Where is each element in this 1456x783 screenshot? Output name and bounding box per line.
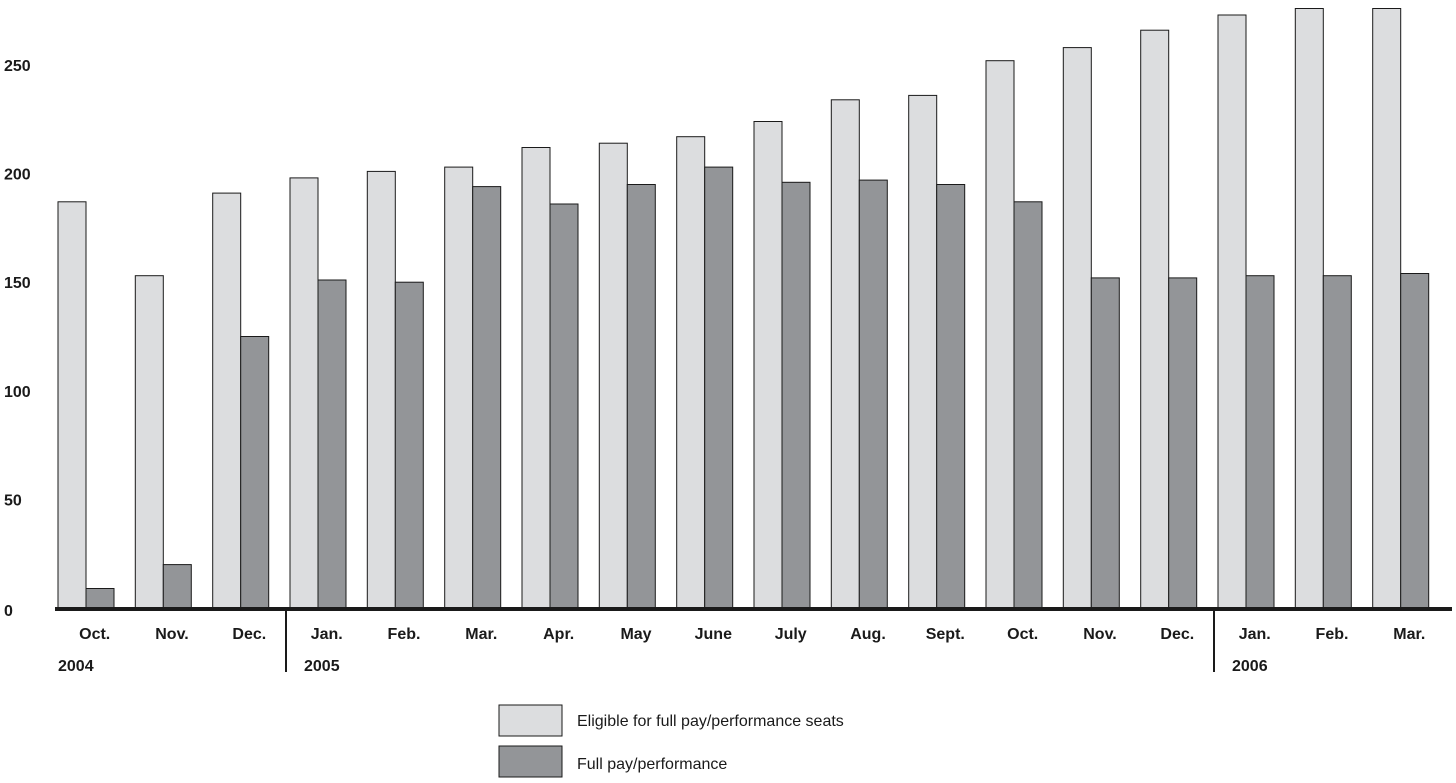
y-tick-label-0: 0 (4, 603, 13, 620)
legend-item-full-pay: Full pay/performance (498, 745, 727, 778)
year-label-2: 2006 (1232, 658, 1268, 675)
x-tick-label-8: June (695, 626, 732, 643)
x-tick-label-17: Mar. (1393, 626, 1425, 643)
labels-layer: Oct. Nov. Dec. Jan. Feb. Mar. Apr. May June July A… (4, 58, 1425, 675)
axis-layer (55, 607, 1452, 672)
legend-swatch-eligible (498, 704, 563, 737)
bar-eligible-15 (1217, 14, 1247, 609)
legend-swatch-full-pay (498, 745, 563, 778)
bar-eligible-13 (1062, 47, 1092, 609)
bar-eligible-0 (57, 201, 87, 609)
bar-eligible-14 (1140, 29, 1170, 609)
bar-eligible-16 (1294, 8, 1324, 609)
x-tick-label-11: Sept. (926, 626, 965, 643)
x-tick-label-1: Nov. (155, 626, 188, 643)
legend: Eligible for full pay/performance seats … (498, 704, 844, 778)
y-tick-label-1: 50 (4, 492, 22, 509)
bar-full-pay-13 (1090, 277, 1120, 609)
bar-eligible-9 (753, 121, 783, 609)
x-tick-label-2: Dec. (232, 626, 266, 643)
x-tick-label-15: Jan. (1239, 626, 1271, 643)
y-tick-label-2: 100 (4, 384, 31, 401)
bars-layer (57, 8, 1430, 609)
x-tick-label-16: Feb. (1316, 626, 1349, 643)
x-tick-label-12: Oct. (1007, 626, 1038, 643)
legend-label-eligible: Eligible for full pay/performance seats (577, 713, 844, 730)
bar-eligible-6 (521, 147, 551, 609)
bar-full-pay-1 (162, 564, 192, 609)
bar-full-pay-17 (1400, 273, 1430, 609)
x-tick-label-13: Nov. (1083, 626, 1116, 643)
bar-eligible-5 (444, 166, 474, 609)
bar-eligible-7 (598, 142, 628, 609)
x-tick-label-4: Feb. (388, 626, 421, 643)
bar-full-pay-0 (85, 588, 115, 609)
y-tick-label-3: 150 (4, 275, 31, 292)
bar-full-pay-12 (1013, 201, 1043, 609)
x-tick-label-9: July (775, 626, 807, 643)
bar-eligible-2 (212, 192, 242, 609)
y-tick-label-5: 250 (4, 58, 31, 75)
bar-eligible-1 (134, 275, 164, 609)
x-tick-label-5: Mar. (465, 626, 497, 643)
bar-eligible-8 (676, 136, 706, 609)
bar-full-pay-5 (472, 186, 502, 609)
bar-eligible-11 (908, 94, 938, 609)
bar-full-pay-7 (626, 184, 656, 609)
bar-full-pay-16 (1322, 275, 1352, 609)
x-tick-label-7: May (620, 626, 651, 643)
bar-full-pay-15 (1245, 275, 1275, 609)
x-tick-label-0: Oct. (79, 626, 110, 643)
bar-full-pay-6 (549, 203, 579, 609)
bar-eligible-12 (985, 60, 1015, 609)
bar-full-pay-9 (781, 181, 811, 609)
bar-eligible-3 (289, 177, 319, 609)
bar-eligible-10 (830, 99, 860, 609)
x-tick-label-6: Apr. (543, 626, 574, 643)
x-tick-label-3: Jan. (311, 626, 343, 643)
x-tick-label-10: Aug. (850, 626, 886, 643)
bar-full-pay-8 (704, 166, 734, 609)
bar-full-pay-11 (936, 184, 966, 609)
bar-full-pay-10 (858, 179, 888, 609)
legend-label-full-pay: Full pay/performance (577, 756, 727, 773)
bar-full-pay-2 (240, 336, 270, 609)
x-tick-label-14: Dec. (1160, 626, 1194, 643)
bar-eligible-4 (366, 170, 396, 609)
bar-eligible-17 (1372, 8, 1402, 609)
legend-item-eligible: Eligible for full pay/performance seats (498, 704, 844, 737)
bar-full-pay-4 (394, 281, 424, 609)
bar-full-pay-3 (317, 279, 347, 609)
bar-full-pay-14 (1168, 277, 1198, 609)
y-tick-label-4: 200 (4, 167, 31, 184)
year-label-1: 2005 (304, 658, 340, 675)
year-label-0: 2004 (58, 658, 94, 675)
